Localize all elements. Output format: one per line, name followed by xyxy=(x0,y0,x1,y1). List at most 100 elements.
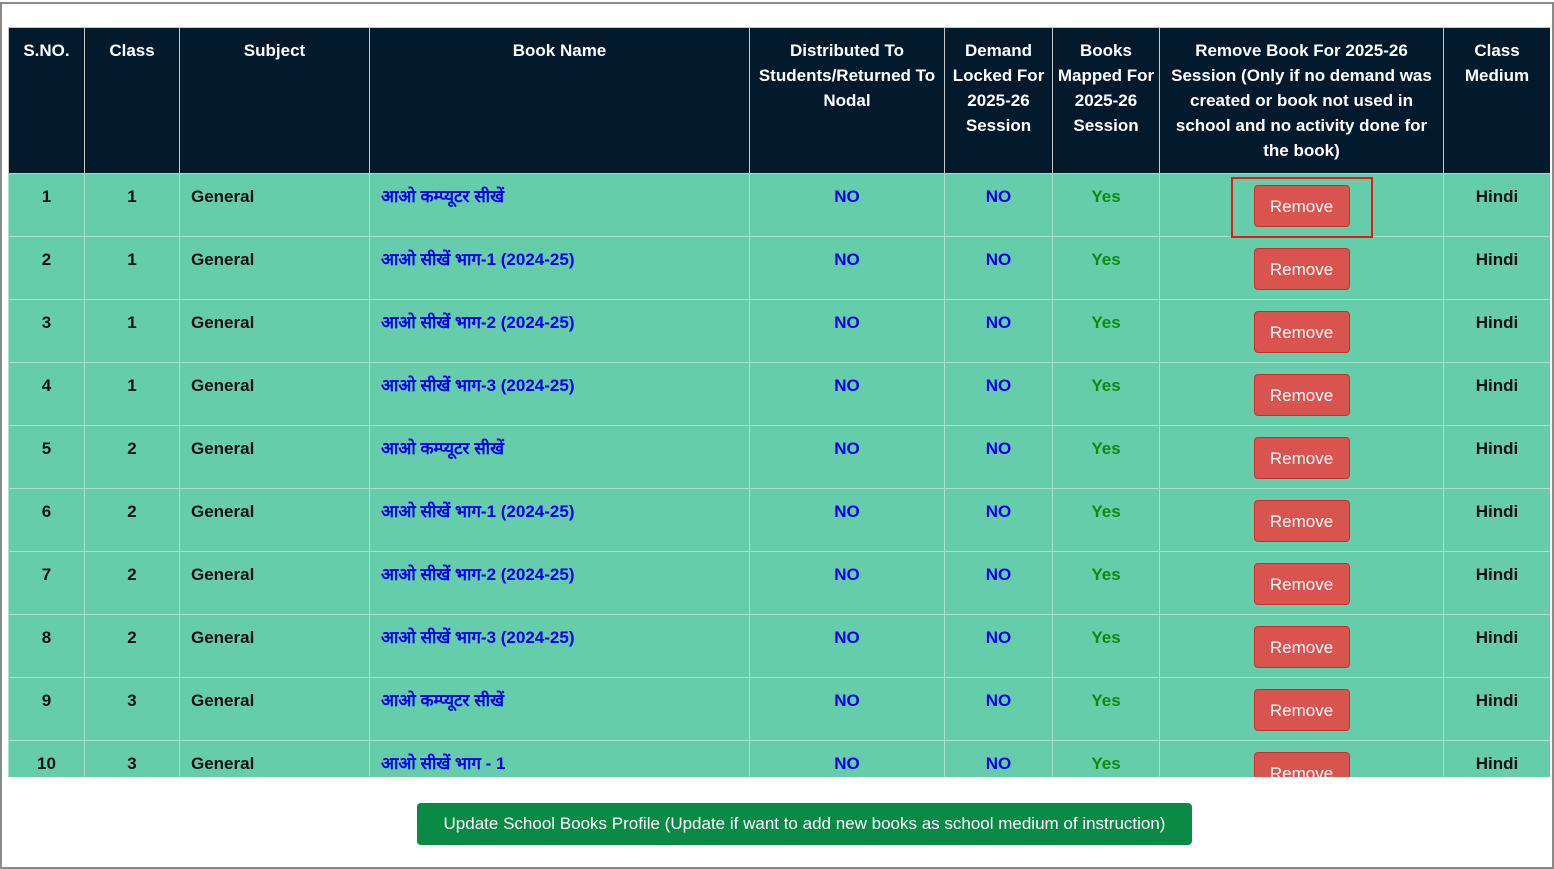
distributed: NO xyxy=(749,236,945,300)
class: 1 xyxy=(84,236,180,300)
remove-button[interactable]: Remove xyxy=(1253,374,1350,416)
column-header: Distributed To Students/Returned To Noda… xyxy=(749,27,945,174)
demand-locked: NO xyxy=(944,551,1053,615)
books-mapped: Yes xyxy=(1052,173,1160,237)
remove-cell: Remove xyxy=(1159,551,1444,615)
class: 3 xyxy=(84,740,180,777)
book-name[interactable]: आओ सीखें भाग - 1 xyxy=(369,740,750,777)
remove-button[interactable]: Remove xyxy=(1253,563,1350,605)
column-header: Class Medium xyxy=(1443,27,1550,174)
subject: General xyxy=(179,236,370,300)
distributed: NO xyxy=(749,740,945,777)
remove-button[interactable]: Remove xyxy=(1253,248,1350,290)
column-header: Books Mapped For 2025-26 Session xyxy=(1052,27,1160,174)
class: 3 xyxy=(84,677,180,741)
books-mapped: Yes xyxy=(1052,740,1160,777)
distributed: NO xyxy=(749,551,945,615)
distributed: NO xyxy=(749,173,945,237)
distributed: NO xyxy=(749,299,945,363)
class: 2 xyxy=(84,425,180,489)
remove-cell: Remove xyxy=(1159,740,1444,777)
table-row: 4 1 General आओ सीखें भाग-3 (2024-25) NO NO Yes… xyxy=(8,362,1550,426)
subject: General xyxy=(179,551,370,615)
subject: General xyxy=(179,740,370,777)
table-row: 10 3 General आओ सीखें भाग - 1 NO NO Yes Remove H… xyxy=(8,740,1550,777)
serial-number: 7 xyxy=(8,551,85,615)
class-medium: Hindi xyxy=(1443,425,1550,489)
class-medium: Hindi xyxy=(1443,740,1550,777)
class-medium: Hindi xyxy=(1443,299,1550,363)
demand-locked: NO xyxy=(944,362,1053,426)
class-medium: Hindi xyxy=(1443,236,1550,300)
book-name[interactable]: आओ कम्प्यूटर सीखें xyxy=(369,173,750,237)
demand-locked: NO xyxy=(944,677,1053,741)
column-header: Demand Locked For 2025-26 Session xyxy=(944,27,1053,174)
remove-button[interactable]: Remove xyxy=(1253,752,1350,777)
class-medium: Hindi xyxy=(1443,677,1550,741)
table-row: 2 1 General आओ सीखें भाग-1 (2024-25) NO NO Yes… xyxy=(8,236,1550,300)
class: 1 xyxy=(84,362,180,426)
column-header: Subject xyxy=(179,27,370,174)
serial-number: 8 xyxy=(8,614,85,678)
distributed: NO xyxy=(749,425,945,489)
class-medium: Hindi xyxy=(1443,551,1550,615)
remove-cell: Remove xyxy=(1159,173,1444,237)
book-name[interactable]: आओ सीखें भाग-1 (2024-25) xyxy=(369,488,750,552)
remove-cell: Remove xyxy=(1159,677,1444,741)
serial-number: 2 xyxy=(8,236,85,300)
demand-locked: NO xyxy=(944,614,1053,678)
table-row: 3 1 General आओ सीखें भाग-2 (2024-25) NO NO Yes… xyxy=(8,299,1550,363)
remove-cell: Remove xyxy=(1159,236,1444,300)
remove-button[interactable]: Remove xyxy=(1253,311,1350,353)
highlight-box xyxy=(1231,177,1373,238)
table-row: 8 2 General आओ सीखें भाग-3 (2024-25) NO NO Yes… xyxy=(8,614,1550,678)
serial-number: 9 xyxy=(8,677,85,741)
demand-locked: NO xyxy=(944,236,1053,300)
serial-number: 4 xyxy=(8,362,85,426)
book-name[interactable]: आओ कम्प्यूटर सीखें xyxy=(369,677,750,741)
demand-locked: NO xyxy=(944,740,1053,777)
class: 2 xyxy=(84,551,180,615)
books-mapped: Yes xyxy=(1052,236,1160,300)
demand-locked: NO xyxy=(944,425,1053,489)
table-row: 1 1 General आओ कम्प्यूटर सीखें NO NO Yes Remove… xyxy=(8,173,1550,237)
remove-cell: Remove xyxy=(1159,299,1444,363)
class-medium: Hindi xyxy=(1443,614,1550,678)
serial-number: 6 xyxy=(8,488,85,552)
table-wrapper: S.NO. Class Subject Book Name Distributed To… xyxy=(8,27,1550,777)
remove-button[interactable]: Remove xyxy=(1253,185,1350,227)
column-header: Class xyxy=(84,27,180,174)
remove-button[interactable]: Remove xyxy=(1253,437,1350,479)
remove-cell: Remove xyxy=(1159,488,1444,552)
books-mapped: Yes xyxy=(1052,488,1160,552)
distributed: NO xyxy=(749,614,945,678)
book-name[interactable]: आओ सीखें भाग-2 (2024-25) xyxy=(369,299,750,363)
serial-number: 10 xyxy=(8,740,85,777)
remove-button[interactable]: Remove xyxy=(1253,689,1350,731)
class: 2 xyxy=(84,614,180,678)
demand-locked: NO xyxy=(944,173,1053,237)
subject: General xyxy=(179,425,370,489)
subject: General xyxy=(179,488,370,552)
book-name[interactable]: आओ सीखें भाग-2 (2024-25) xyxy=(369,551,750,615)
table-row: 7 2 General आओ सीखें भाग-2 (2024-25) NO NO Yes… xyxy=(8,551,1550,615)
books-mapped: Yes xyxy=(1052,299,1160,363)
serial-number: 1 xyxy=(8,173,85,237)
book-name[interactable]: आओ कम्प्यूटर सीखें xyxy=(369,425,750,489)
book-name[interactable]: आओ सीखें भाग-1 (2024-25) xyxy=(369,236,750,300)
subject: General xyxy=(179,299,370,363)
book-name[interactable]: आओ सीखें भाग-3 (2024-25) xyxy=(369,362,750,426)
column-header: Book Name xyxy=(369,27,750,174)
subject: General xyxy=(179,173,370,237)
books-mapped: Yes xyxy=(1052,551,1160,615)
remove-cell: Remove xyxy=(1159,614,1444,678)
remove-cell: Remove xyxy=(1159,362,1444,426)
class-medium: Hindi xyxy=(1443,488,1550,552)
book-name[interactable]: आओ सीखें भाग-3 (2024-25) xyxy=(369,614,750,678)
serial-number: 5 xyxy=(8,425,85,489)
update-button[interactable]: Update School Books Profile (Update if w… xyxy=(417,803,1192,845)
remove-button[interactable]: Remove xyxy=(1253,626,1350,668)
remove-button[interactable]: Remove xyxy=(1253,500,1350,542)
